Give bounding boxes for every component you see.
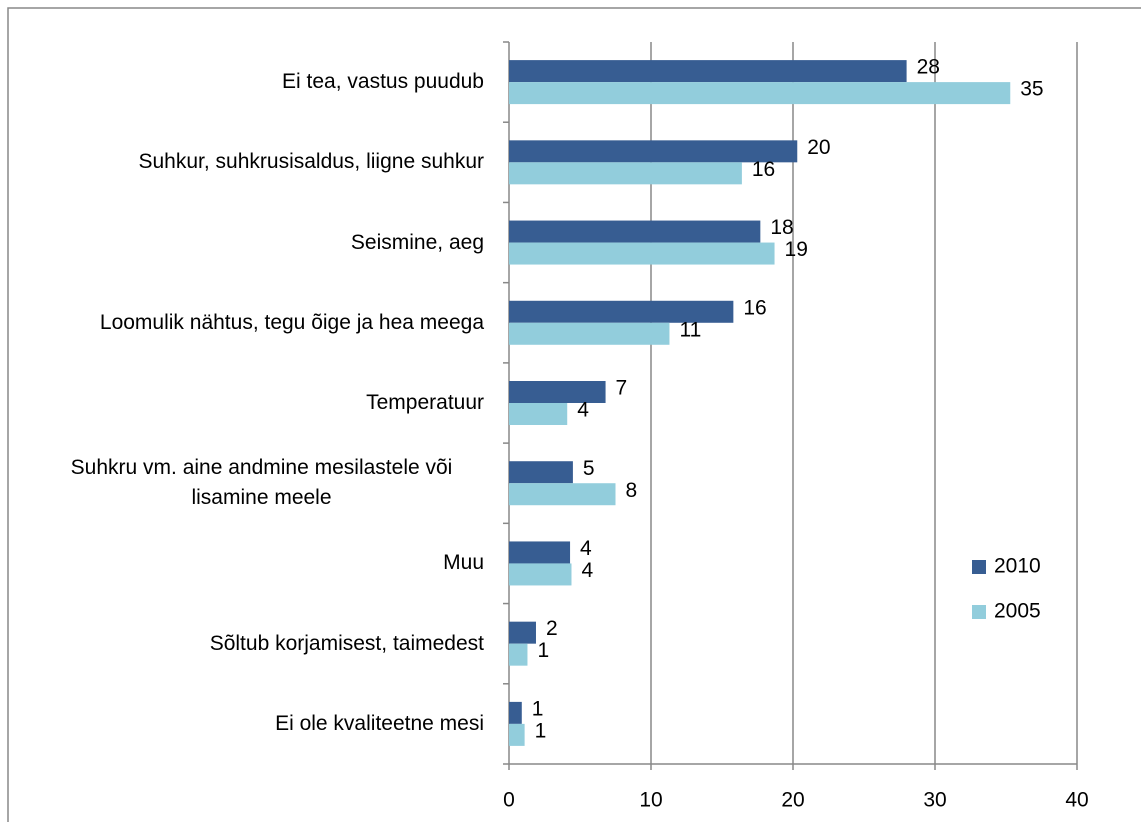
bar <box>509 322 670 345</box>
value-label: 16 <box>743 296 766 319</box>
value-label: 8 <box>626 479 638 502</box>
value-label: 5 <box>583 457 595 480</box>
legend-swatch <box>972 560 986 574</box>
value-label: 2 <box>546 617 558 640</box>
value-label: 20 <box>807 136 830 159</box>
value-label: 19 <box>785 238 808 261</box>
value-label: 4 <box>580 537 592 560</box>
legend-swatch <box>972 605 986 619</box>
value-label: 28 <box>917 56 940 79</box>
x-tick-label: 30 <box>923 789 946 812</box>
bar <box>509 82 1011 105</box>
y-tick-label: Suhkur, suhkrusisaldus, liigne suhkur <box>138 150 484 174</box>
value-label: 16 <box>752 158 775 181</box>
bar <box>509 162 742 185</box>
bar <box>509 220 761 243</box>
bar <box>509 723 525 746</box>
value-label: 4 <box>577 399 589 422</box>
legend-label: 2005 <box>994 600 1041 623</box>
bar <box>509 381 606 403</box>
bar <box>509 643 528 666</box>
bar <box>509 242 775 265</box>
x-tick-label: 0 <box>503 789 515 812</box>
x-tick-label: 10 <box>639 789 662 812</box>
value-label: 11 <box>679 318 701 341</box>
bar <box>509 140 798 163</box>
y-tick-label: Loomulik nähtus, tegu õige ja hea meega <box>99 310 484 334</box>
bar <box>509 300 734 323</box>
y-tick-label: Muu <box>443 551 484 575</box>
bar <box>509 60 907 83</box>
value-label: 7 <box>616 377 628 400</box>
value-label: 1 <box>535 719 547 742</box>
y-tick-label: Suhkru vm. aine andmine mesilastele või … <box>70 456 453 510</box>
y-tick-label: Seismine, aeg <box>350 230 484 254</box>
y-tick-label: Temperatuur <box>366 391 484 414</box>
bar <box>509 563 572 586</box>
value-label: 18 <box>770 216 793 239</box>
legend-label: 2010 <box>994 555 1041 578</box>
value-label: 1 <box>532 697 544 720</box>
bar <box>509 403 568 425</box>
bar <box>509 701 522 724</box>
bar <box>509 461 573 484</box>
bar <box>509 541 571 564</box>
x-tick-label: 40 <box>1065 789 1088 812</box>
x-tick-label: 20 <box>781 789 804 812</box>
y-tick-label: Ei tea, vastus puudub <box>282 70 484 94</box>
frame <box>7 7 1141 822</box>
value-label: 1 <box>537 639 549 662</box>
bar <box>509 621 536 644</box>
y-tick-label: Sõltub korjamisest, taimedest <box>209 631 484 655</box>
bar <box>509 483 616 506</box>
value-label: 35 <box>1020 78 1043 101</box>
y-tick-label: Ei ole kvaliteetne mesi <box>275 711 484 735</box>
value-label: 4 <box>581 559 593 582</box>
